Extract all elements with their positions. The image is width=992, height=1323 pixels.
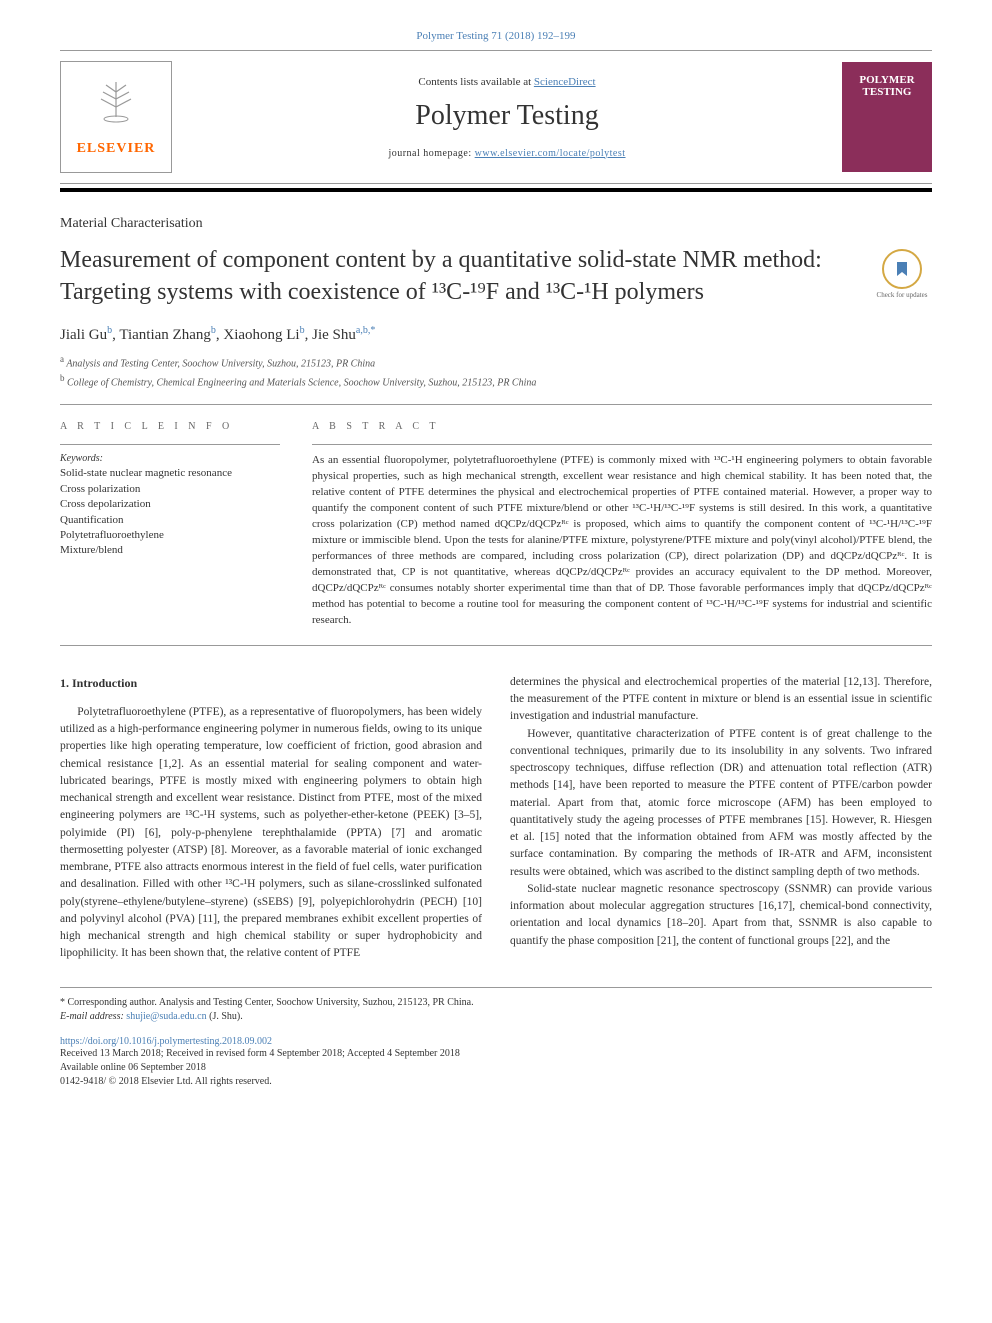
keyword: Polytetrafluoroethylene [60,528,280,543]
body-paragraph: Solid-state nuclear magnetic resonance s… [510,881,932,950]
affiliation: a Analysis and Testing Center, Soochow U… [60,354,932,369]
column-right: determines the physical and electrochemi… [510,674,932,963]
divider [60,404,932,405]
elsevier-tree-icon [91,77,141,137]
author: Jiali Gub [60,327,112,343]
homepage-line: journal homepage: www.elsevier.com/locat… [192,148,822,159]
elsevier-logo: ELSEVIER [60,61,172,173]
homepage-prefix: journal homepage: [388,148,474,159]
divider [60,444,280,445]
contents-line: Contents lists available at ScienceDirec… [192,76,822,88]
corresponding-email[interactable]: shujie@suda.edu.cn [126,1011,206,1022]
email-line: E-mail address: shujie@suda.edu.cn (J. S… [60,1010,932,1024]
abstract-block: A B S T R A C T As an essential fluoropo… [312,421,932,628]
check-updates-label: Check for updates [877,291,928,299]
column-left: 1. Introduction Polytetrafluoroethylene … [60,674,482,963]
email-suffix: (J. Shu). [207,1011,243,1022]
keywords-label: Keywords: [60,453,280,464]
keyword: Mixture/blend [60,543,280,558]
copyright-line: 0142-9418/ © 2018 Elsevier Ltd. All righ… [60,1075,932,1089]
check-updates-badge[interactable]: Check for updates [872,244,932,304]
elsevier-brand-text: ELSEVIER [77,141,156,157]
keyword: Solid-state nuclear magnetic resonance [60,466,280,481]
cover-title: POLYMER TESTING [842,74,932,98]
journal-cover-thumbnail: POLYMER TESTING [842,62,932,172]
divider [60,645,932,646]
journal-header: ELSEVIER Contents lists available at Sci… [60,50,932,184]
sciencedirect-link[interactable]: ScienceDirect [534,76,596,88]
dates-line: Received 13 March 2018; Received in revi… [60,1047,932,1061]
body-paragraph: determines the physical and electrochemi… [510,674,932,726]
article-type: Material Characterisation [60,216,932,232]
title-row: Measurement of component content by a qu… [60,244,932,325]
keyword: Quantification [60,513,280,528]
article-info-label: A R T I C L E I N F O [60,421,280,432]
keyword: Cross polarization [60,482,280,497]
page-container: Polymer Testing 71 (2018) 192–199 ELSEVI… [0,0,992,1119]
body-columns: 1. Introduction Polytetrafluoroethylene … [60,674,932,963]
abstract-text: As an essential fluoropolymer, polytetra… [312,453,932,628]
abstract-label: A B S T R A C T [312,421,932,432]
corresponding-author-note: * Corresponding author. Analysis and Tes… [60,996,932,1010]
article-title: Measurement of component content by a qu… [60,244,852,309]
author: Tiantian Zhangb [119,327,216,343]
author-list: Jiali Gub, Tiantian Zhangb, Xiaohong Lib… [60,325,932,344]
divider [312,444,932,445]
affiliation: b College of Chemistry, Chemical Enginee… [60,373,932,388]
issue-citation[interactable]: Polymer Testing 71 (2018) 192–199 [60,30,932,42]
doi-link[interactable]: https://doi.org/10.1016/j.polymertesting… [60,1036,932,1047]
body-paragraph: Polytetrafluoroethylene (PTFE), as a rep… [60,704,482,963]
header-center: Contents lists available at ScienceDirec… [192,76,822,159]
author: Jie Shua,b,* [312,327,375,343]
header-divider-bar [60,188,932,192]
body-paragraph: However, quantitative characterization o… [510,726,932,881]
available-online-line: Available online 06 September 2018 [60,1061,932,1075]
keyword: Cross depolarization [60,497,280,512]
author: Xiaohong Lib [223,327,304,343]
intro-heading: 1. Introduction [60,674,482,692]
info-abstract-row: A R T I C L E I N F O Keywords: Solid-st… [60,421,932,628]
bookmark-icon [882,249,922,289]
footnote-divider [60,987,932,988]
email-label: E-mail address: [60,1011,126,1022]
article-info-block: A R T I C L E I N F O Keywords: Solid-st… [60,421,280,628]
contents-prefix: Contents lists available at [418,76,533,88]
homepage-link[interactable]: www.elsevier.com/locate/polytest [475,148,626,159]
journal-name: Polymer Testing [192,100,822,132]
